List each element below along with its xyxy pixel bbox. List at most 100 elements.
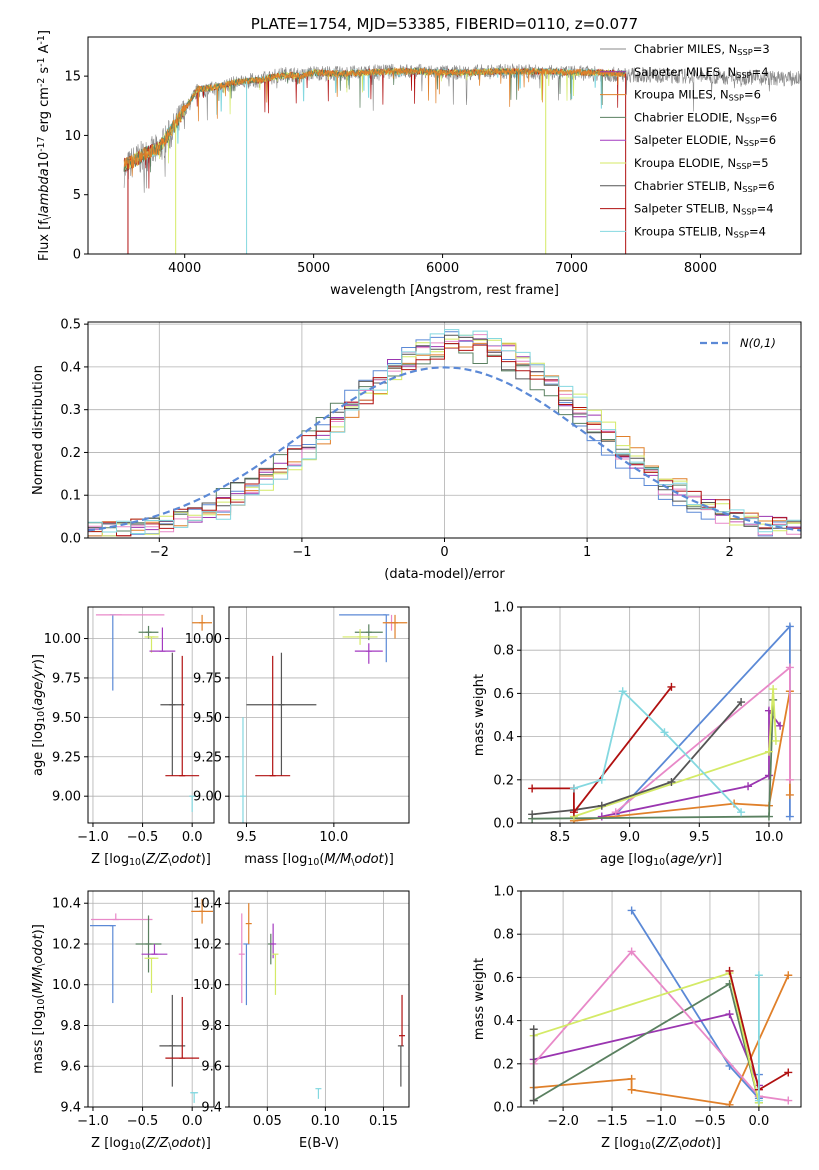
y-tick-label: 9.6 [201, 1060, 222, 1075]
y-tick-label: 9.25 [193, 750, 222, 765]
y-tick-label: 10 [64, 129, 81, 144]
weight-marker [785, 622, 794, 631]
error-bar-point [160, 652, 185, 776]
weight-marker [725, 1010, 734, 1019]
error-bar-point [270, 923, 277, 959]
weight-marker [785, 663, 794, 672]
y-tick-label: 1.0 [493, 885, 514, 900]
x-tick-label: −0.5 [127, 830, 159, 845]
error-bar-point [354, 643, 383, 664]
error-bar-point [89, 925, 116, 1004]
axes-weight-vs-age: 8.5 9.0 9.5 10.0 0.0 0.2 0.4 0.6 0.8 1.0 age [log1… [472, 601, 802, 868]
legend-entry: Chabrier MILES, NSSP=3 [634, 42, 770, 57]
y-tick-label: 9.50 [52, 711, 81, 726]
plot-area [239, 614, 408, 823]
y-tick-label: 9.75 [193, 671, 222, 686]
weight-marker [529, 1096, 538, 1105]
x-tick-label: 0.10 [311, 1114, 340, 1129]
y-tick-label: 0.4 [493, 1014, 514, 1029]
y-axis-label: mass [log10(M/M\odot)] [31, 924, 47, 1074]
x-tick-label: −2 [150, 545, 169, 560]
weight-marker [744, 782, 753, 791]
error-bar-point [397, 1045, 404, 1087]
y-tick-label: 9.8 [60, 1019, 81, 1034]
error-bar-point [189, 795, 196, 812]
x-tick-label: −1 [292, 545, 311, 560]
x-axis-label: wavelength [Angstrom, rest frame] [330, 283, 559, 298]
weight-marker [754, 971, 763, 980]
error-bar-point [354, 624, 383, 641]
x-axis-label: mass [log10(M/M\odot)] [244, 852, 394, 868]
y-tick-label: 0.4 [493, 730, 514, 745]
y-tick-label: 0.0 [493, 817, 514, 832]
weight-marker [737, 698, 746, 707]
error-bar-point [190, 1092, 199, 1103]
weight-marker [569, 784, 578, 793]
y-tick-label: 0.2 [493, 773, 514, 788]
weight-marker [667, 682, 676, 691]
plot-area [528, 622, 794, 823]
weight-marker [597, 812, 606, 821]
x-tick-label: −1.0 [645, 1114, 677, 1129]
legend-entry: Kroupa MILES, NSSP=6 [634, 88, 761, 103]
x-tick-label: 8.5 [550, 830, 571, 845]
x-tick-label: 4000 [168, 261, 201, 276]
y-tick-label: 10.00 [185, 632, 222, 647]
legend-entry: Chabrier ELODIE, NSSP=6 [634, 110, 777, 125]
residual-histogram [88, 334, 801, 530]
x-tick-label: 0.0 [182, 1114, 203, 1129]
legend-entry: Chabrier STELIB, NSSP=6 [634, 179, 775, 194]
y-tick-label: 0 [73, 248, 81, 263]
error-bar-point [141, 943, 168, 955]
y-tick-label: 9.8 [201, 1019, 222, 1034]
x-tick-label: 9.0 [619, 830, 640, 845]
error-bar-point [159, 994, 186, 1087]
error-bar-point [165, 655, 200, 777]
y-tick-label: 9.00 [52, 790, 81, 805]
y-axis-label: Flux [f\lambda10-17 erg cm-2 s-1 A-1] [36, 30, 53, 261]
error-bar-point [90, 913, 153, 921]
weight-marker [737, 808, 746, 817]
y-tick-label: 0.2 [493, 1057, 514, 1072]
axes-mass-vs-EBV: 0.05 0.10 0.15 9.4 9.6 9.8 10.0 10.2 10.4 E(B-V) [193, 890, 410, 1151]
axes-weight-vs-Z: −2.0 −1.5 −1.0 −0.5 0.0 0.0 0.2 0.4 0.6 0.8 1.0 Z [… [472, 885, 802, 1152]
y-tick-label: 9.6 [60, 1060, 81, 1075]
x-tick-label: 9.5 [236, 830, 257, 845]
residual-histogram [88, 343, 801, 537]
weight-marker [754, 1096, 763, 1105]
error-bar-point [165, 996, 200, 1059]
x-tick-label: 5000 [297, 261, 330, 276]
weight-marker [785, 812, 794, 821]
weight-marker [771, 736, 780, 745]
legend: N(0,1) [700, 336, 776, 350]
error-bar-point [191, 899, 214, 924]
weight-marker [764, 747, 773, 756]
error-bar-point [109, 614, 116, 691]
x-tick-label: 6000 [426, 261, 459, 276]
axes-frame [228, 606, 410, 824]
weight-line [532, 686, 673, 815]
weight-marker [785, 790, 794, 799]
x-tick-label: 0.0 [182, 830, 203, 845]
y-tick-label: 0.8 [493, 644, 514, 659]
weight-line [573, 689, 742, 813]
x-axis-label: (data-model)/error [384, 567, 505, 582]
weight-marker [764, 771, 773, 780]
error-bar-point [255, 655, 291, 777]
normal-curve [88, 366, 801, 532]
weight-marker [569, 808, 578, 817]
axes-frame [228, 890, 410, 1108]
error-bar-point [238, 913, 245, 1004]
legend-entry: Salpeter ELODIE, NSSP=6 [634, 133, 776, 148]
weight-marker [597, 775, 606, 784]
axes-age-vs-Z: −1.0 −0.5 0.0 9.00 9.25 9.50 9.75 10.00 Z [log10… [31, 606, 215, 868]
x-tick-label: 8000 [684, 261, 717, 276]
x-axis-label: age [log10(age/yr)] [600, 852, 722, 868]
error-bar-point [243, 943, 250, 1006]
y-tick-label: 0.1 [60, 489, 81, 504]
error-bar-point [149, 627, 176, 652]
weight-marker [627, 947, 636, 956]
weight-marker [784, 971, 793, 980]
chart-title: PLATE=1754, MJD=53385, FIBERID=0110, z=0… [251, 15, 638, 33]
